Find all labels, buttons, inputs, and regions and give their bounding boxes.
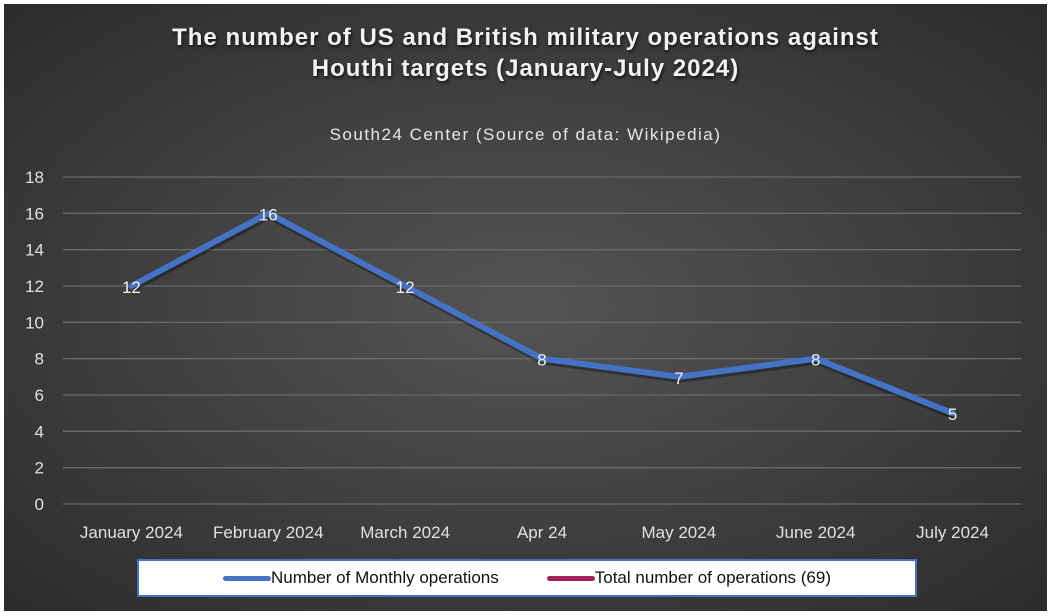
y-tick-label: 16: [25, 204, 44, 223]
series-line-shadow: [131, 213, 955, 419]
y-axis-ticks: 0 2 4 6 8 10 12 14 16 18: [25, 168, 44, 514]
y-tick-label: 12: [25, 277, 44, 296]
legend-item-monthly[interactable]: Number of Monthly operations: [223, 568, 499, 588]
y-tick-label: 14: [25, 241, 44, 260]
legend: Number of Monthly operations Total numbe…: [137, 559, 917, 597]
x-tick-label: February 2024: [213, 523, 324, 542]
x-tick-label: March 2024: [360, 523, 450, 542]
y-tick-label: 10: [25, 313, 44, 332]
chart-title-line-1: The number of US and British military op…: [172, 24, 879, 51]
y-tick-label: 4: [35, 422, 44, 441]
y-tick-label: 8: [35, 350, 44, 369]
series-line-0: [128, 210, 956, 417]
legend-swatch-monthly: [223, 575, 271, 581]
gridlines: [63, 176, 1021, 505]
series-lines: [128, 210, 956, 419]
legend-swatch-total: [546, 575, 595, 581]
y-tick-label: 6: [35, 386, 44, 405]
chart-subtitle: South24 Center (Source of data: Wikipedi…: [329, 125, 722, 144]
data-label: 5: [948, 405, 957, 424]
x-tick-label: June 2024: [776, 523, 855, 542]
x-tick-label: July 2024: [916, 523, 989, 542]
data-label: 12: [396, 278, 415, 297]
y-tick-label: 18: [25, 168, 44, 187]
chart-title: The number of US and British military op…: [0, 22, 1051, 84]
legend-label-monthly: Number of Monthly operations: [271, 568, 499, 587]
data-label: 7: [674, 369, 683, 388]
data-label: 12: [122, 278, 141, 297]
x-axis-ticks: January 2024 February 2024 March 2024 Apr 2…: [80, 523, 989, 542]
chart-title-line-2: Houthi targets (January-July 2024): [311, 55, 740, 82]
legend-item-total[interactable]: Total number of operations (69): [546, 568, 831, 588]
x-tick-label: January 2024: [80, 523, 183, 542]
y-tick-label: 0: [35, 495, 44, 514]
y-tick-label: 2: [35, 459, 44, 478]
x-tick-label: Apr 24: [517, 523, 567, 542]
x-tick-label: May 2024: [642, 523, 717, 542]
data-label: 8: [811, 351, 820, 370]
data-label: 8: [537, 351, 546, 370]
data-labels: 12 16 12 8 7 8 5: [122, 205, 957, 424]
legend-label-total: Total number of operations (69): [594, 568, 831, 587]
data-label: 16: [259, 205, 278, 224]
chart-area: [4, 4, 1047, 611]
